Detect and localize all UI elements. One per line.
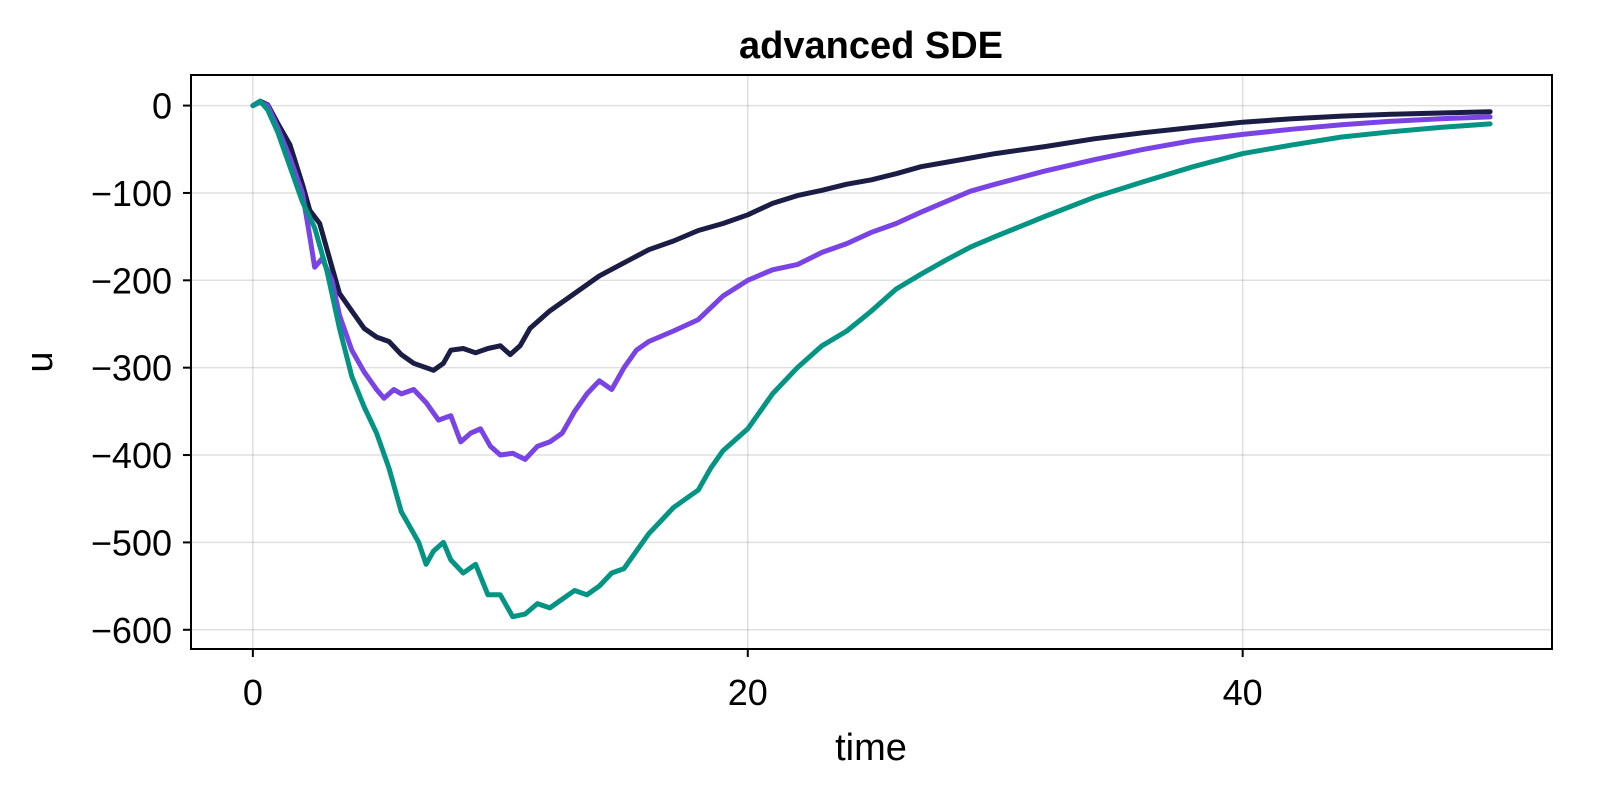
y-tick-label: −400	[91, 435, 172, 476]
series-line-1	[250, 98, 1493, 373]
chart-title: advanced SDE	[739, 25, 1003, 67]
y-axis-label: u	[19, 351, 61, 372]
y-tick-label: −100	[91, 173, 172, 214]
y-tick-label: −500	[91, 522, 172, 563]
grid-lines	[191, 75, 1552, 649]
x-tick-label: 40	[1223, 672, 1263, 713]
y-tick-label: −600	[91, 610, 172, 651]
y-tick-label: 0	[152, 86, 172, 127]
y-tick-label: −300	[91, 348, 172, 389]
series-line-3	[250, 98, 1493, 620]
y-axis: 0 −100 −200 −300 −400 −500 −600	[91, 86, 191, 651]
y-tick-label: −200	[91, 260, 172, 301]
x-tick-label: 20	[728, 672, 768, 713]
x-tick-label: 0	[243, 672, 263, 713]
plot-frame	[190, 74, 1553, 650]
x-axis-label: time	[835, 727, 907, 769]
x-axis: 0 20 40	[243, 649, 1263, 713]
series-lines	[250, 98, 1493, 620]
series-line-2	[250, 99, 1493, 462]
